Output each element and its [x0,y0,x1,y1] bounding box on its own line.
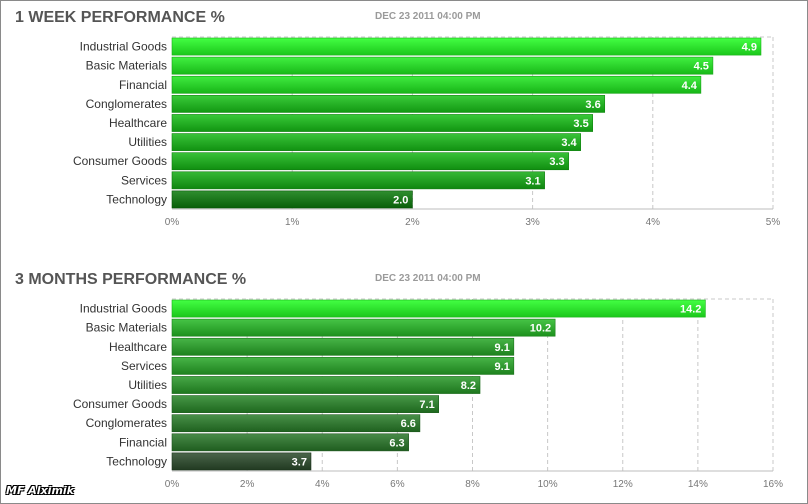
x-tick-label: 0% [165,217,180,228]
x-tick-label: 2% [240,479,255,490]
week-performance-chart: 0% 1% 2% 3% 4% 5% Industrial Goods 4.9 Basic Mat… [73,36,781,228]
data-label: 8.2 [461,380,476,392]
category-label: Basic Materials [86,59,167,73]
category-label: Healthcare [109,340,167,354]
data-label: 10.2 [530,323,551,335]
category-label: Consumer Goods [73,154,167,168]
bar [171,133,581,151]
category-label: Conglomerates [86,97,167,111]
category-label: Conglomerates [86,416,167,430]
data-label: 6.3 [389,437,404,449]
category-label: Services [121,173,167,187]
bar [171,357,515,375]
x-tick-label: 1% [285,217,300,228]
data-label: 6.6 [401,418,416,430]
bar [171,376,481,394]
category-label: Industrial Goods [80,40,167,54]
data-label: 9.1 [495,342,510,354]
x-tick-label: 16% [763,479,783,490]
data-label: 3.1 [525,175,540,187]
data-label: 7.1 [419,399,434,411]
category-label: Healthcare [109,116,167,130]
bar [171,37,762,56]
data-label: 9.1 [495,361,510,373]
bar [171,433,409,452]
category-label: Financial [119,78,167,92]
bar [171,414,421,433]
data-label: 14.2 [680,304,701,316]
x-tick-label: 5% [766,217,781,228]
data-label: 2.0 [393,194,408,206]
bar [171,299,706,318]
x-tick-label: 2% [405,217,420,228]
category-label: Utilities [128,378,167,392]
category-label: Consumer Goods [73,397,167,411]
category-label: Basic Materials [86,321,167,335]
bar [171,171,545,190]
x-tick-label: 14% [688,479,708,490]
data-label: 4.5 [694,61,709,73]
x-tick-label: 10% [538,479,558,490]
bar [171,452,312,471]
bar [171,190,413,209]
category-label: Technology [106,192,167,206]
data-label: 3.7 [292,456,307,468]
bar [171,95,606,113]
bar [171,337,515,356]
data-label: 3.3 [549,156,564,168]
data-label: 3.5 [573,118,588,130]
data-label: 4.9 [742,42,757,54]
category-label: Technology [106,454,167,468]
data-label: 3.4 [561,137,577,149]
data-label: 4.4 [682,80,698,92]
category-label: Financial [119,435,167,449]
data-label: 3.6 [585,99,600,111]
x-tick-label: 0% [165,479,180,490]
watermark-text: MF Alximik [6,484,74,497]
x-tick-label: 12% [613,479,633,490]
bar [171,395,439,413]
x-tick-label: 8% [465,479,480,490]
bar [171,318,556,337]
bar [171,75,702,94]
chart-title-week: 1 WEEK PERFORMANCE % [15,9,225,26]
category-label: Industrial Goods [80,302,167,316]
bar [171,114,594,132]
x-tick-label: 6% [390,479,405,490]
chart-title-3months: 3 MONTHS PERFORMANCE % [15,271,247,288]
chart-date-3months: DEC 23 2011 04:00 PM [375,273,481,284]
bar [171,56,714,75]
x-tick-label: 4% [646,217,661,228]
chart-date-week: DEC 23 2011 04:00 PM [375,11,481,22]
category-label: Services [121,359,167,373]
category-label: Utilities [128,135,167,149]
x-tick-label: 3% [525,217,540,228]
bar [171,152,569,171]
x-tick-label: 4% [315,479,330,490]
